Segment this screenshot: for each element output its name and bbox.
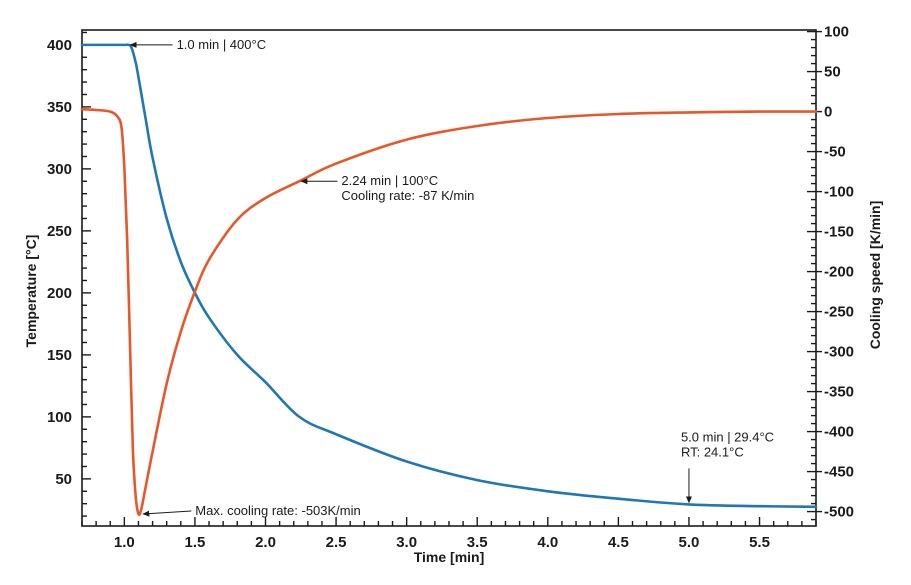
x-tick-label: 2.5	[326, 534, 347, 551]
annotation-label: 5.0 min | 29.4°C	[681, 429, 774, 444]
annotation-label-line2: RT: 24.1°C	[681, 444, 744, 459]
y-right-tick-label: 0	[824, 104, 832, 121]
y-right-tick-label: 50	[824, 64, 841, 81]
annotation-label-line2: Cooling rate: -87 K/min	[341, 188, 474, 203]
y-right-tick-label: 100	[824, 24, 849, 41]
y-right-tick-label: -100	[824, 184, 854, 201]
y-right-tick-label: -400	[824, 424, 854, 441]
y-right-tick-label: -200	[824, 264, 854, 281]
series-line-temperature	[80, 43, 818, 509]
annotation-arrow	[142, 510, 192, 517]
y-left-tick-label: 350	[47, 99, 72, 116]
data-lines	[80, 43, 818, 517]
y-left-tick-label: 100	[47, 409, 72, 426]
y-axis-left-title: Temperature [°C]	[23, 235, 39, 348]
y-left-tick-label: 50	[55, 471, 72, 488]
x-tick-label: 5.0	[679, 534, 700, 551]
x-tick-label: 3.0	[396, 534, 417, 551]
x-axis-title: Time [min]	[414, 549, 485, 565]
y-right-tick-label: -350	[824, 384, 854, 401]
y-right-tick-label: -500	[824, 504, 854, 521]
y-right-tick-label: -300	[824, 344, 854, 361]
y-right-tick-label: -450	[824, 464, 854, 481]
y-right-tick-label: -50	[824, 144, 846, 161]
x-tick-label: 1.0	[114, 534, 135, 551]
axis-ticks: 1.0 1.5 2.0 2.5 3.0 3.5 4.0 4.5 5.0 5.5 50 100 150 20…	[47, 24, 854, 551]
y-left-tick-label: 200	[47, 285, 72, 302]
annotation: Max. cooling rate: -503K/min	[142, 503, 361, 518]
x-tick-label: 1.5	[184, 534, 205, 551]
y-left-tick-label: 250	[47, 223, 72, 240]
x-tick-label: 4.5	[608, 534, 629, 551]
x-tick-label: 5.5	[749, 534, 770, 551]
y-axis-right-title: Cooling speed [K/min]	[867, 201, 883, 350]
x-tick-label: 4.0	[537, 534, 558, 551]
x-tick-label: 2.0	[255, 534, 276, 551]
y-left-tick-label: 400	[47, 37, 72, 54]
series-line-cooling-speed	[80, 107, 818, 517]
annotation: 5.0 min | 29.4°CRT: 24.1°C	[681, 429, 774, 504]
annotation-label: 1.0 min | 400°C	[177, 37, 267, 52]
annotation: 1.0 min | 400°C	[129, 37, 267, 52]
y-right-tick-label: -150	[824, 224, 854, 241]
x-tick-label: 3.5	[467, 534, 488, 551]
y-left-tick-label: 300	[47, 161, 72, 178]
y-left-tick-label: 150	[47, 347, 72, 364]
annotation-label: Max. cooling rate: -503K/min	[195, 503, 360, 518]
annotation-label: 2.24 min | 100°C	[341, 173, 438, 188]
y-right-tick-label: -250	[824, 304, 854, 321]
